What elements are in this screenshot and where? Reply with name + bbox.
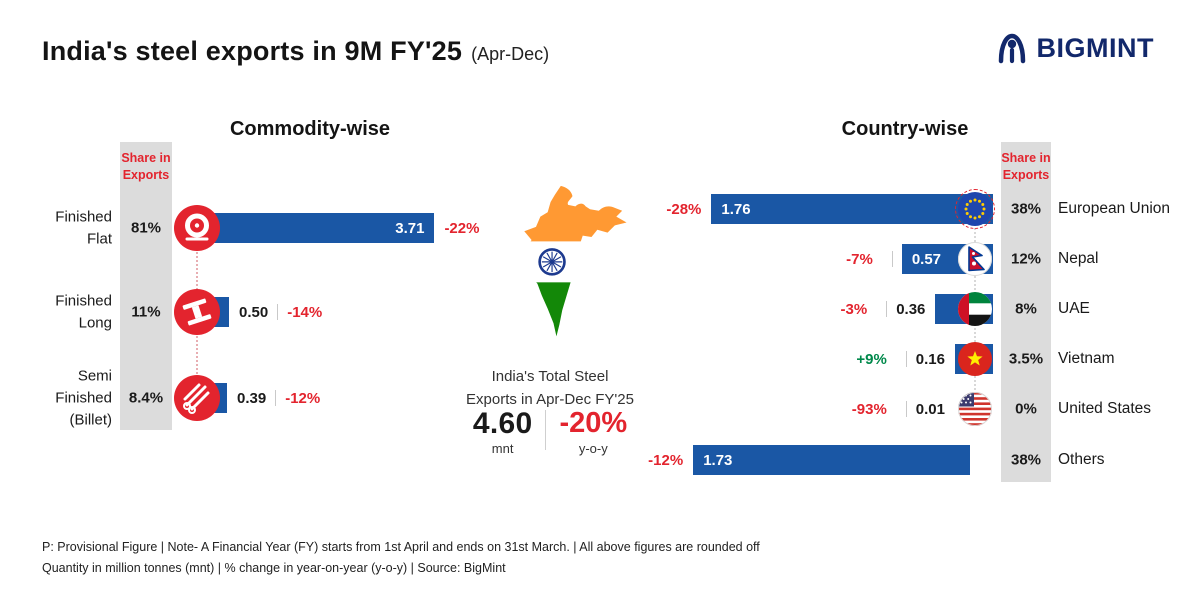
value-divider bbox=[886, 301, 888, 317]
country-bar: 1.73 bbox=[693, 445, 970, 475]
eu-flag bbox=[955, 189, 995, 229]
brand-logo: BIGMINT bbox=[994, 30, 1155, 66]
bar-value: 1.76 bbox=[721, 200, 751, 218]
country-bar-line: -28% 1.76 bbox=[666, 189, 995, 229]
value-divider bbox=[905, 401, 907, 417]
bar-value: 0.39 bbox=[237, 389, 267, 407]
country-bar bbox=[935, 292, 993, 326]
ashoka-chakra-icon bbox=[538, 248, 566, 276]
commodity-share-value: 11% bbox=[131, 303, 161, 321]
brand-name: BIGMINT bbox=[1036, 32, 1154, 63]
country-share-value: 3.5% bbox=[1008, 350, 1044, 368]
commodity-section-title: Commodity-wise bbox=[229, 118, 391, 140]
value-divider bbox=[905, 351, 907, 367]
yoy-change: -22% bbox=[444, 219, 480, 237]
value-divider bbox=[277, 304, 279, 320]
long-steel-icon bbox=[174, 289, 220, 335]
country-bar-line: -7% 0.57 bbox=[846, 242, 993, 276]
yoy-change: -12% bbox=[285, 389, 321, 407]
total-unit: mnt bbox=[491, 440, 514, 456]
yoy-change: -28% bbox=[666, 200, 702, 218]
uae-flag bbox=[958, 292, 992, 326]
commodity-share-value: 8.4% bbox=[128, 389, 164, 407]
header: India's steel exports in 9M FY'25 (Apr-De… bbox=[42, 36, 549, 67]
country-name: UAE bbox=[1058, 300, 1090, 317]
vietnam-flag bbox=[958, 342, 992, 376]
country-share-value: 38% bbox=[1010, 451, 1042, 469]
total-change: -20% bbox=[559, 407, 628, 439]
commodity-label: Finished Long bbox=[55, 292, 112, 331]
commodity-bar-line: 3.71 -22% bbox=[197, 213, 479, 243]
bar-value: 0.01 bbox=[915, 400, 945, 418]
country-bar bbox=[955, 392, 993, 426]
country-bar-line: -3% 0.36 bbox=[840, 292, 993, 326]
commodity-label: Semi Finished (Billet) bbox=[55, 367, 112, 428]
commodity-row-finished-flat: Finished Flat 81% 3.71 -22% bbox=[40, 205, 580, 251]
country-bar-line: -93% 0.01 bbox=[851, 392, 993, 426]
country-name: Vietnam bbox=[1058, 350, 1115, 367]
total-change-block: -20% y-o-y bbox=[559, 407, 628, 456]
yoy-change: -93% bbox=[851, 400, 887, 418]
country-share-value: 38% bbox=[1010, 200, 1042, 218]
bar-value: 0.50 bbox=[239, 303, 269, 321]
totals-block: 4.60 mnt -20% y-o-y bbox=[425, 407, 675, 456]
coil-icon bbox=[174, 205, 220, 251]
country-name: Others bbox=[1058, 451, 1105, 468]
country-row-vietnam: +9% 0.16 3.5% Vietnam bbox=[620, 336, 1200, 382]
total-change-unit: y-o-y bbox=[578, 440, 608, 456]
commodity-share-value: 81% bbox=[130, 219, 162, 237]
country-bar bbox=[955, 342, 993, 376]
value-divider bbox=[275, 390, 277, 406]
yoy-change: -14% bbox=[287, 303, 323, 321]
yoy-change: -12% bbox=[648, 451, 684, 469]
bar-value: 1.73 bbox=[703, 451, 733, 469]
value-divider bbox=[891, 251, 893, 267]
page-title: India's steel exports in 9M FY'25 bbox=[42, 36, 463, 66]
bigmint-logo-icon bbox=[998, 33, 1025, 64]
country-name: United States bbox=[1058, 400, 1152, 417]
commodity-label: Finished Flat bbox=[55, 208, 112, 247]
commodity-bar: 3.71 bbox=[197, 213, 435, 243]
country-share-value: 12% bbox=[1010, 250, 1042, 268]
country-share-header: Share in Exports bbox=[1001, 151, 1051, 182]
total-value-block: 4.60 mnt bbox=[473, 408, 533, 456]
country-row-united-states: -93% 0.01 bbox=[620, 386, 1200, 432]
country-row-uae: -3% 0.36 8% UAE bbox=[620, 286, 1200, 332]
india-map bbox=[480, 183, 665, 351]
nepal-flag bbox=[958, 242, 992, 276]
commodity-share-header: Share in Exports bbox=[121, 151, 171, 182]
country-row-european-union: -28% 1.76 bbox=[620, 186, 1200, 232]
country-section-title: Country-wise bbox=[841, 118, 969, 140]
country-bar: 1.76 bbox=[711, 189, 995, 229]
bar-value: 0.16 bbox=[915, 350, 945, 368]
total-caption: India's Total Steel Exports in Apr-Dec F… bbox=[466, 368, 634, 408]
page-subtitle: (Apr-Dec) bbox=[471, 44, 550, 64]
country-share-value: 8% bbox=[1015, 300, 1037, 318]
bar-value: 0.57 bbox=[911, 250, 942, 268]
yoy-change: -7% bbox=[846, 250, 873, 268]
billet-icon bbox=[174, 375, 220, 421]
country-bar-line: +9% 0.16 bbox=[856, 342, 993, 376]
commodity-row-finished-long: Finished Long 11% 0.50 -14% bbox=[40, 289, 580, 335]
yoy-change: -3% bbox=[840, 300, 868, 318]
country-name: European Union bbox=[1058, 200, 1171, 217]
totals-divider bbox=[545, 410, 547, 450]
footer-note-line2: Quantity in million tonnes (mnt) | % cha… bbox=[42, 561, 506, 575]
country-name: Nepal bbox=[1058, 250, 1099, 267]
country-row-others: -12% 1.73 38% Others bbox=[620, 437, 1200, 483]
bar-value: 3.71 bbox=[395, 219, 425, 237]
yoy-change: +9% bbox=[856, 350, 887, 368]
bar-value: 0.36 bbox=[896, 300, 926, 318]
commodity-share-strip: Share in Exports bbox=[120, 142, 172, 430]
country-share-value: 0% bbox=[1015, 400, 1037, 418]
country-bar-line: -12% 1.73 bbox=[648, 445, 970, 475]
total-value: 4.60 bbox=[472, 407, 533, 440]
country-bar: 0.57 bbox=[901, 242, 993, 276]
commodity-row-semi-finished: Semi Finished (Billet) 8.4% 0.39 -12% bbox=[40, 367, 580, 428]
footer-note-line1: P: Provisional Figure | Note- A Financia… bbox=[42, 540, 760, 554]
us-flag bbox=[958, 392, 992, 426]
country-row-nepal: -7% 0.57 1 bbox=[620, 236, 1200, 282]
country-share-strip: Share in Exports bbox=[1001, 142, 1051, 482]
